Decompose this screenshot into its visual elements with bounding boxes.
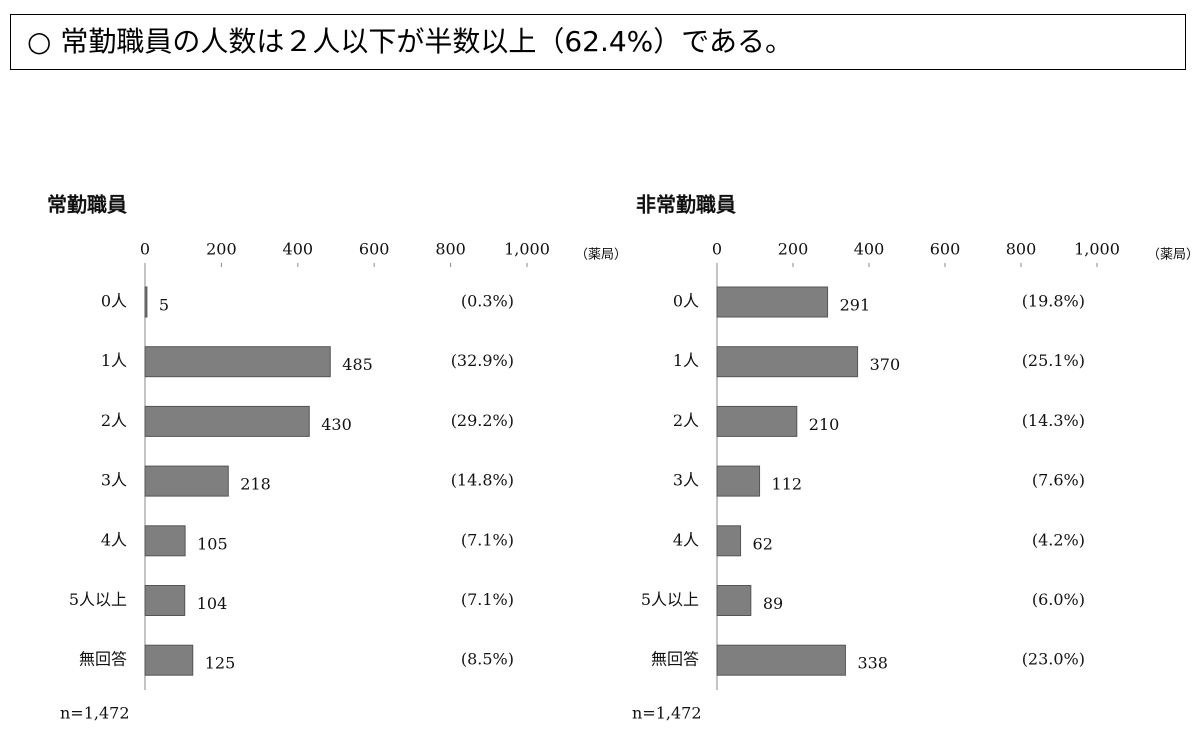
share-label: (32.9%)	[451, 351, 514, 370]
bar	[144, 525, 186, 557]
bar	[716, 525, 742, 557]
category-label: 0人	[673, 292, 699, 311]
bar	[716, 585, 752, 616]
share-label: (25.1%)	[1022, 351, 1085, 370]
bar	[144, 405, 310, 437]
share-label: (7.1%)	[461, 590, 514, 609]
share-label: (19.8%)	[1022, 292, 1085, 311]
x-tick-label: 400	[854, 240, 885, 259]
bar	[144, 346, 331, 378]
share-label: (14.3%)	[1022, 411, 1085, 430]
category-label: 2人	[673, 411, 699, 430]
category-label: 5人以上	[641, 590, 699, 609]
bar	[716, 405, 798, 437]
x-tick-label: 800	[1006, 240, 1037, 259]
share-label: (23.0%)	[1022, 650, 1085, 669]
x-tick-label: 400	[283, 240, 314, 259]
x-tick-label: 600	[930, 240, 961, 259]
x-tick-label: 200	[778, 240, 809, 259]
category-label: 4人	[101, 530, 127, 549]
category-label: 0人	[101, 292, 127, 311]
share-label: (29.2%)	[451, 411, 514, 430]
share-label: (4.2%)	[1032, 530, 1085, 549]
sample-note: n=1,472	[60, 704, 130, 723]
value-label: 89	[763, 594, 783, 613]
bar	[144, 585, 186, 616]
value-label: 430	[321, 415, 352, 434]
value-label: 112	[772, 475, 803, 494]
value-label: 370	[870, 355, 901, 374]
chart-title: 非常勤職員	[636, 193, 736, 217]
x-tick-label: 200	[206, 240, 237, 259]
x-tick-label: 600	[359, 240, 390, 259]
unit-label: （薬局）	[1147, 248, 1199, 263]
sample-note: n=1,472	[632, 704, 702, 723]
bar	[716, 644, 846, 676]
x-tick-label: 800	[435, 240, 466, 259]
bar	[716, 465, 761, 497]
x-tick-label: 1,000	[504, 240, 550, 259]
x-tick-label: 0	[712, 240, 722, 259]
category-label: 無回答	[651, 650, 699, 669]
category-label: 3人	[673, 471, 699, 490]
bar	[144, 286, 148, 318]
value-label: 105	[197, 534, 228, 553]
category-label: 4人	[673, 530, 699, 549]
share-label: (6.0%)	[1032, 590, 1085, 609]
category-label: 3人	[101, 471, 127, 490]
share-label: (7.1%)	[461, 530, 514, 549]
value-label: 210	[809, 415, 840, 434]
category-label: 無回答	[79, 650, 127, 669]
x-tick-label: 1,000	[1074, 240, 1120, 259]
headline: ○ 常勤職員の人数は２人以下が半数以上（62.4%）である。	[10, 14, 1186, 70]
x-tick-label: 0	[140, 240, 150, 259]
value-label: 485	[342, 355, 373, 374]
value-label: 125	[205, 654, 236, 673]
bar	[144, 644, 194, 676]
value-label: 291	[840, 296, 871, 315]
value-label: 5	[159, 296, 169, 315]
share-label: (8.5%)	[461, 650, 514, 669]
category-label: 1人	[101, 351, 127, 370]
share-label: (14.8%)	[451, 471, 514, 490]
bar	[144, 465, 229, 497]
share-label: (0.3%)	[461, 292, 514, 311]
value-label: 62	[753, 534, 773, 553]
bar	[716, 286, 829, 318]
bar	[716, 346, 859, 378]
category-label: 1人	[673, 351, 699, 370]
value-label: 218	[240, 475, 271, 494]
category-label: 5人以上	[69, 590, 127, 609]
chart-title: 常勤職員	[47, 193, 127, 217]
value-label: 338	[857, 654, 888, 673]
category-label: 2人	[101, 411, 127, 430]
share-label: (7.6%)	[1032, 471, 1085, 490]
value-label: 104	[197, 594, 228, 613]
unit-label: （薬局）	[575, 248, 627, 263]
